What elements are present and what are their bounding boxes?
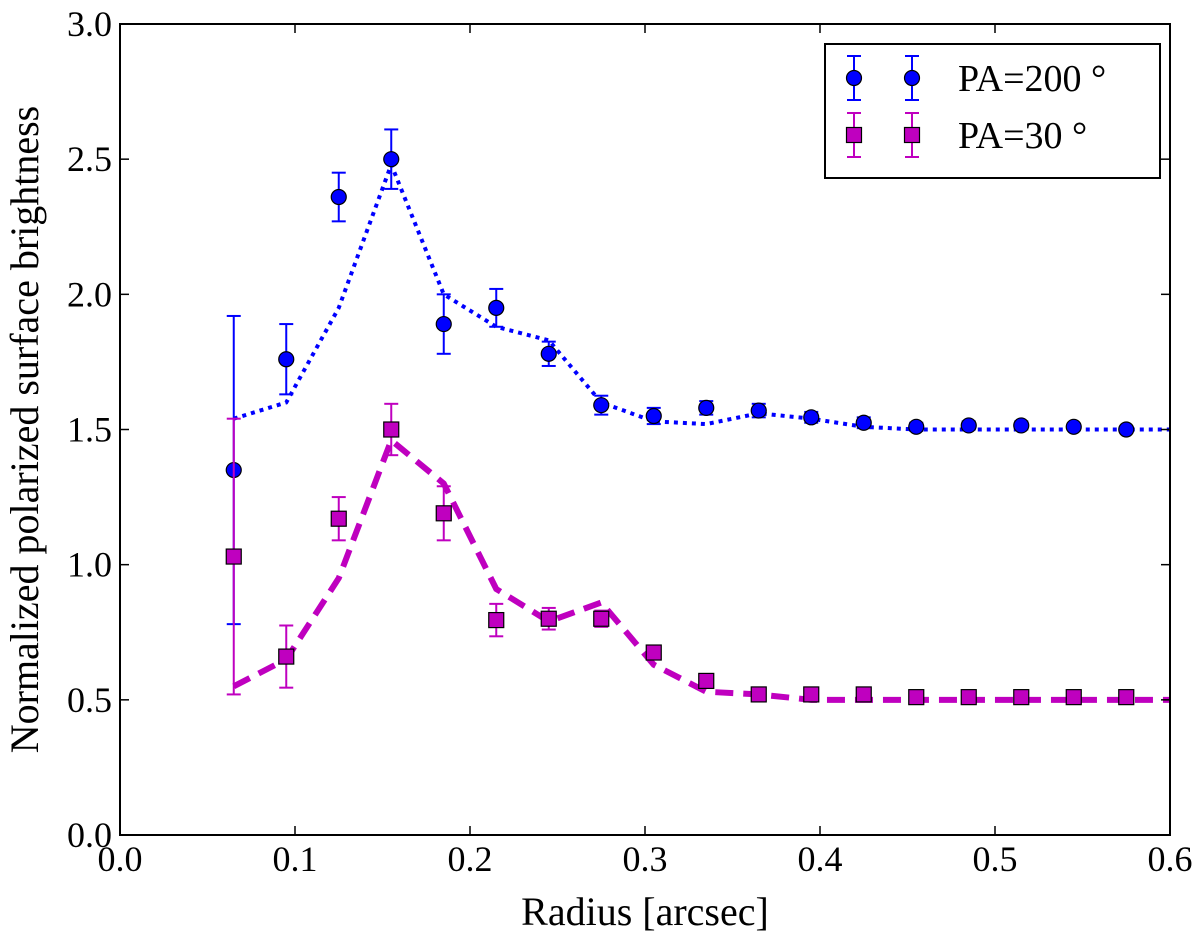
axes: 0.0 0.1 0.2 0.3 0.4 0.5 0.6 0.0 0.5 1.0 1.5 2.0 2.5 3…	[2, 4, 1193, 934]
data-point	[698, 399, 715, 416]
legend-marker	[903, 69, 921, 87]
data-point	[1065, 689, 1082, 706]
legend-marker	[845, 126, 863, 144]
legend: PA=200 ° PA=30 °	[824, 43, 1161, 179]
legend-marker	[845, 69, 863, 87]
data-point	[435, 505, 452, 522]
data-point	[383, 151, 400, 168]
data-point	[1013, 417, 1030, 434]
plot-content	[225, 128, 1170, 706]
y-tick-label: 0.5	[67, 680, 112, 720]
legend-entry-2: PA=30 °	[845, 112, 1087, 158]
data-point	[435, 315, 452, 333]
data-point	[278, 648, 295, 665]
plot-area	[225, 128, 1170, 706]
data-point	[1118, 421, 1135, 438]
legend-label: PA=30 °	[958, 115, 1087, 157]
legend-marker	[903, 126, 921, 144]
data-point	[488, 611, 505, 629]
data-point	[803, 409, 820, 426]
x-tick-label: 0.2	[448, 839, 493, 879]
data-point	[855, 686, 872, 703]
x-tick-label: 0.1	[273, 839, 318, 879]
x-tick-label: 0.5	[973, 839, 1018, 879]
data-point	[330, 188, 347, 206]
x-axis-label: Radius [arcsec]	[521, 889, 769, 934]
series-1	[225, 128, 1135, 626]
y-axis-label: Normalized polarized surface brightness	[2, 106, 47, 754]
data-point	[1013, 689, 1030, 706]
data-point	[960, 417, 977, 434]
data-point	[1118, 689, 1135, 706]
y-tick-label: 1.5	[67, 410, 112, 450]
x-tick-label: 0.3	[623, 839, 668, 879]
data-point	[593, 397, 610, 414]
data-point	[593, 610, 610, 627]
data-point	[960, 689, 977, 706]
legend-label: PA=200 °	[958, 58, 1106, 100]
data-point	[540, 345, 557, 362]
data-point	[225, 548, 242, 565]
legend-entry-1: PA=200 °	[845, 55, 1106, 101]
data-point	[278, 351, 295, 368]
x-tick-label: 0.6	[1148, 839, 1193, 879]
data-point	[908, 689, 925, 706]
y-tick-label: 2.0	[67, 274, 112, 314]
data-point	[488, 299, 505, 316]
data-point	[540, 610, 557, 627]
data-point	[908, 418, 925, 435]
x-tick-label: 0.4	[798, 839, 843, 879]
data-point	[645, 407, 662, 425]
data-point	[1065, 418, 1082, 435]
data-point	[803, 686, 820, 703]
data-point	[698, 672, 715, 690]
x-tick-label: 0.0	[98, 839, 143, 879]
y-tick-label: 2.5	[67, 139, 112, 179]
y-tick-label: 3.0	[67, 4, 112, 44]
data-point	[645, 644, 662, 661]
y-tick-label: 0.0	[67, 815, 112, 855]
series-2	[225, 402, 1135, 706]
y-tick-label: 1.0	[67, 545, 112, 585]
data-point	[750, 402, 767, 419]
data-point	[383, 421, 400, 438]
data-point	[855, 414, 872, 431]
data-point	[750, 686, 767, 703]
data-point	[330, 510, 347, 527]
legend-box	[824, 43, 1161, 179]
